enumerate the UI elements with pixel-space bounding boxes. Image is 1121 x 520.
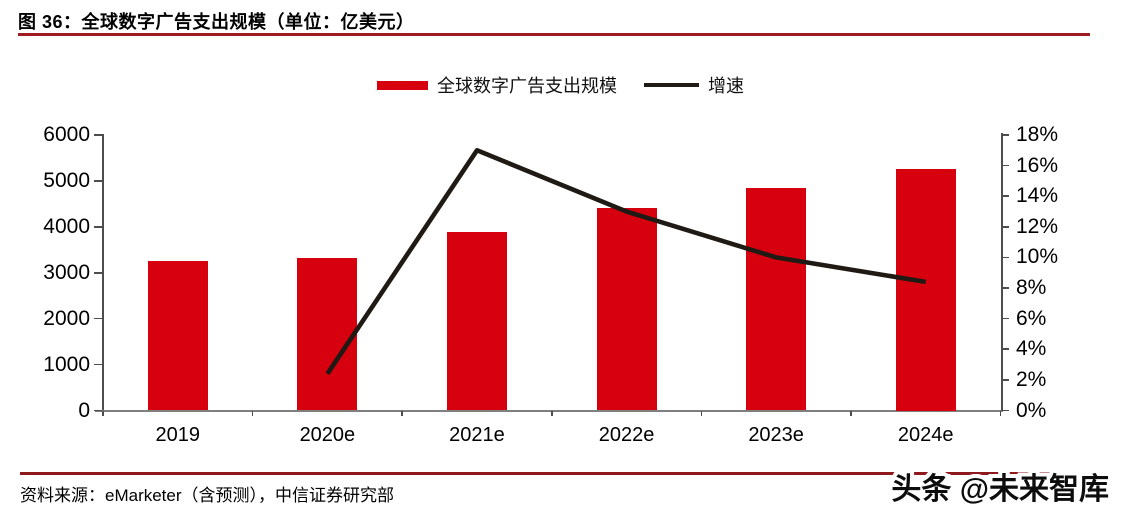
right-axis-tick-label: 6% — [1016, 306, 1047, 330]
category-label: 2022e — [598, 424, 655, 446]
right-axis-tick-label: 16% — [1016, 153, 1059, 177]
right-axis-tick — [1001, 287, 1009, 289]
right-percent-axis-line — [1001, 133, 1003, 411]
bar-series-label: 全球数字广告支出规模 — [437, 76, 617, 96]
left-axis-tick — [94, 226, 102, 228]
right-axis-tick — [1001, 195, 1009, 198]
category-axis-tick — [999, 411, 1002, 416]
right-axis-tick-label: 2% — [1016, 367, 1047, 391]
right-axis-tick — [1001, 164, 1009, 167]
watermark-halo: 头条 @未来智库 — [887, 469, 1113, 510]
chart-legend: 全球数字广告支出规模 增速 — [0, 72, 1121, 98]
left-axis-tick — [94, 180, 102, 182]
category-axis-tick — [401, 411, 403, 416]
category-axis-tick — [700, 411, 703, 416]
title-underline-rule — [18, 33, 1090, 36]
left-axis-tick-label: 5000 — [43, 168, 90, 192]
right-axis-tick — [1001, 409, 1009, 412]
right-axis-tick-label: 0% — [1016, 398, 1047, 422]
category-label: 2021e — [449, 424, 505, 446]
category-label: 2020e — [299, 424, 356, 446]
right-axis-tick-label: 10% — [1016, 245, 1059, 269]
figure-title: 图 36：全球数字广告支出规模（单位：亿美元） — [18, 12, 415, 32]
right-axis-tick-label: 18% — [1016, 123, 1059, 146]
left-axis-tick — [94, 271, 102, 274]
right-axis-tick — [1001, 134, 1009, 136]
right-axis-tick-label: 14% — [1016, 184, 1059, 208]
bar-2019 — [147, 261, 208, 411]
right-axis-tick-label: 8% — [1016, 276, 1047, 300]
right-axis-tick-label: 12% — [1016, 214, 1059, 238]
category-label: 2019 — [155, 424, 201, 446]
watermark-text: 头条 @未来智库 — [891, 473, 1109, 506]
bar-series-swatch — [377, 80, 428, 90]
right-axis-tick — [1001, 256, 1009, 259]
left-axis-tick — [94, 363, 102, 366]
left-axis-tick-label: 0 — [78, 398, 90, 422]
category-axis-tick — [102, 411, 104, 416]
line-series-label: 增速 — [708, 76, 744, 96]
bar-2022e — [596, 208, 657, 411]
left-axis-tick-label: 6000 — [43, 123, 90, 146]
left-axis-tick-label: 2000 — [43, 306, 90, 330]
left-axis-tick-label: 3000 — [43, 260, 90, 284]
left-axis-tick-label: 1000 — [43, 352, 90, 376]
category-axis-tick — [550, 411, 553, 416]
source-note: 资料来源：eMarketer（含预测），中信证券研究部 — [20, 486, 395, 505]
left-axis-tick — [94, 134, 102, 136]
category-axis-tick — [251, 411, 254, 416]
bar-2023e — [746, 187, 807, 411]
bar-2021e — [446, 231, 507, 411]
right-axis-tick — [1001, 317, 1009, 320]
right-axis-tick — [1001, 379, 1009, 381]
category-label: 2024e — [897, 424, 954, 446]
category-axis-line — [95, 410, 1003, 412]
left-axis-tick — [94, 317, 102, 320]
bar-2024e — [895, 169, 956, 411]
right-axis-tick — [1001, 226, 1009, 228]
category-label: 2023e — [748, 424, 804, 446]
category-axis-tick — [850, 411, 852, 416]
left-axis-tick — [94, 409, 102, 412]
growth-line — [325, 148, 927, 376]
left-value-axis-line — [102, 134, 104, 411]
left-axis-tick-label: 4000 — [43, 214, 90, 238]
line-series-swatch — [644, 82, 699, 88]
right-axis-tick — [1001, 348, 1009, 351]
right-axis-tick-label: 4% — [1016, 337, 1047, 361]
footer-rule — [20, 472, 1100, 475]
bar-2020e — [297, 257, 358, 411]
